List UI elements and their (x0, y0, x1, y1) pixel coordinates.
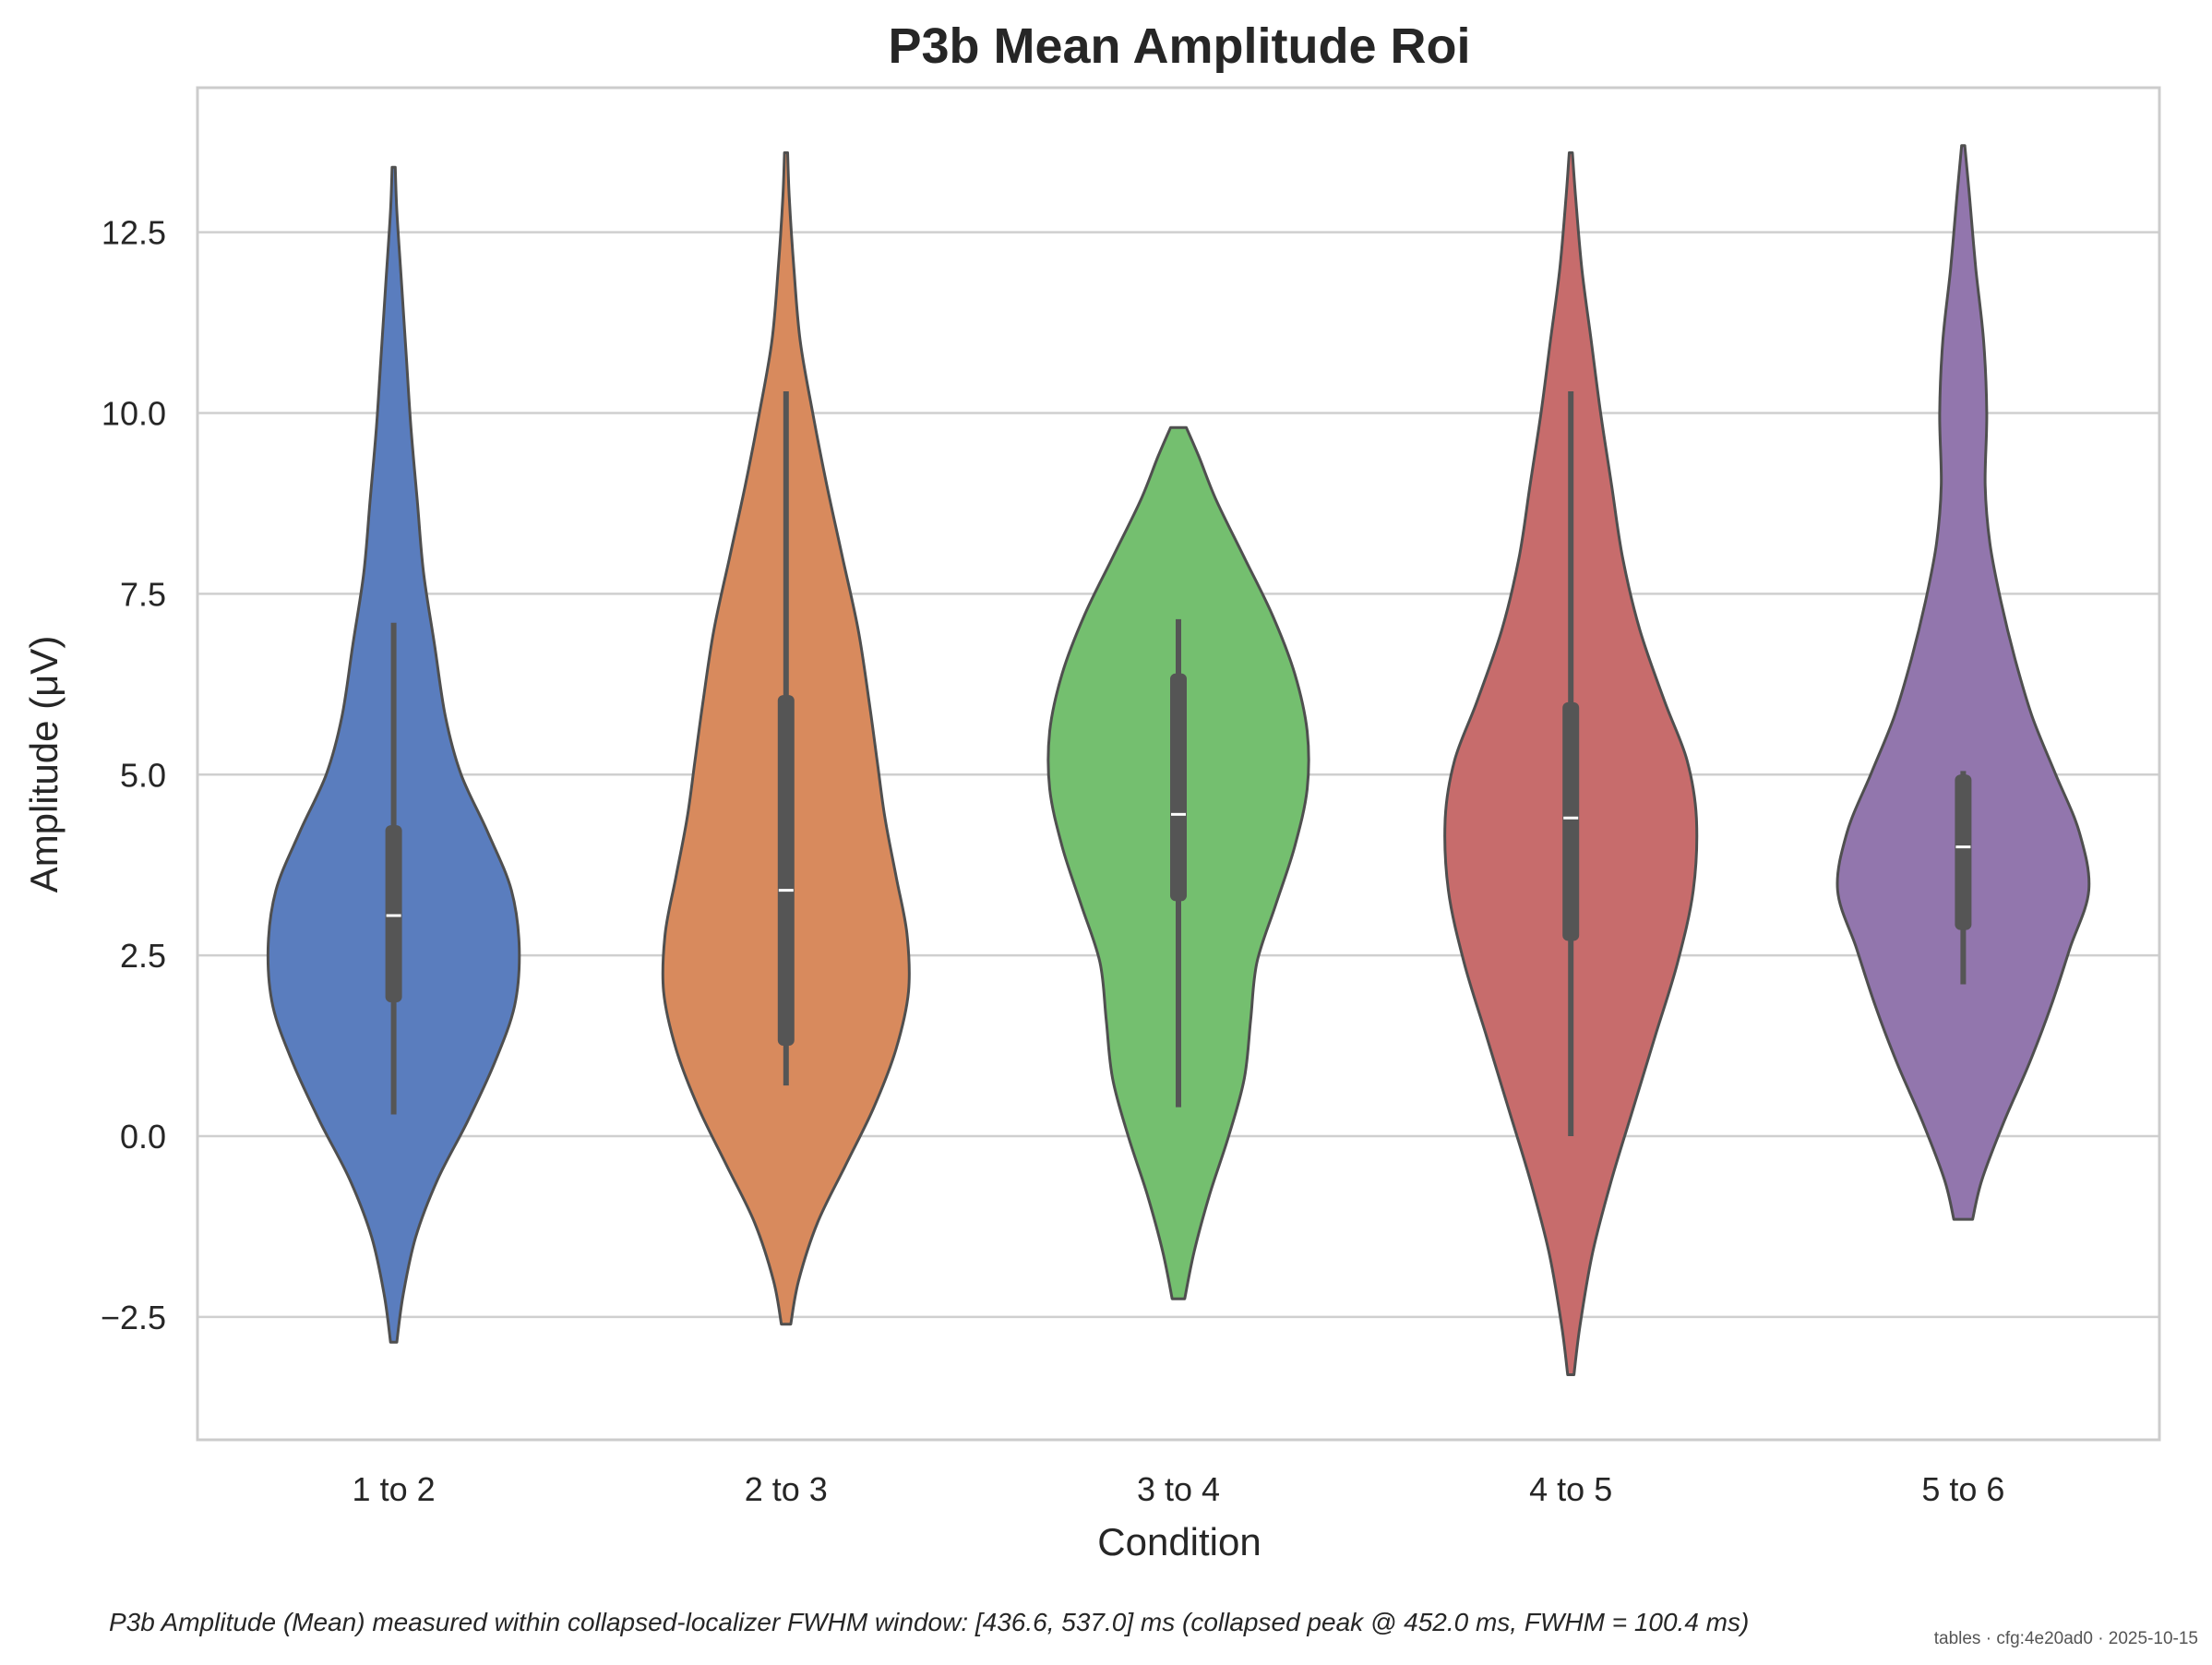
y-tick-label: 2.5 (120, 937, 166, 975)
violin-iqr-box (1170, 673, 1187, 902)
violin-body (1835, 144, 2091, 1221)
x-tick-labels: 1 to 2 2 to 3 3 to 4 4 to 5 5 to 6 (353, 1470, 2005, 1508)
x-tick-label: 3 to 4 (1137, 1470, 1220, 1508)
y-tick-label: 5.0 (120, 756, 166, 794)
plot-frame (196, 86, 2161, 1442)
violin-4 (1443, 151, 1699, 1376)
x-axis-label: Condition (1097, 1520, 1261, 1563)
violin-iqr-box (1562, 701, 1580, 941)
violin-iqr-box (777, 695, 795, 1047)
violins (266, 144, 2091, 1376)
chart-title: P3b Mean Amplitude Roi (888, 18, 1470, 74)
violin-iqr-box (1955, 774, 1972, 930)
x-tick-label: 2 to 3 (745, 1470, 828, 1508)
x-tick-label: 4 to 5 (1529, 1470, 1612, 1508)
x-tick-label: 1 to 2 (353, 1470, 436, 1508)
violin-3 (1046, 425, 1310, 1300)
violin-iqr-box (385, 825, 402, 1003)
y-axis-label: Amplitude (μV) (22, 636, 66, 893)
violin-2 (661, 151, 911, 1326)
y-tick-label: 12.5 (102, 214, 166, 252)
violin-5 (1835, 144, 2091, 1221)
y-tick-labels: −2.5 0.0 2.5 5.0 7.5 10.0 12.5 (101, 214, 166, 1336)
y-tick-label: 0.0 (120, 1118, 166, 1156)
y-tick-label: −2.5 (101, 1299, 166, 1336)
y-tick-label: 7.5 (120, 575, 166, 613)
footer-stamp: tables · cfg:4e20ad0 · 2025-10-15 (1934, 1629, 2198, 1648)
chart-caption: P3b Amplitude (Mean) measured within col… (109, 1608, 1749, 1636)
x-tick-label: 5 to 6 (1921, 1470, 2004, 1508)
violin-1 (266, 165, 521, 1344)
y-tick-label: 10.0 (102, 395, 166, 433)
